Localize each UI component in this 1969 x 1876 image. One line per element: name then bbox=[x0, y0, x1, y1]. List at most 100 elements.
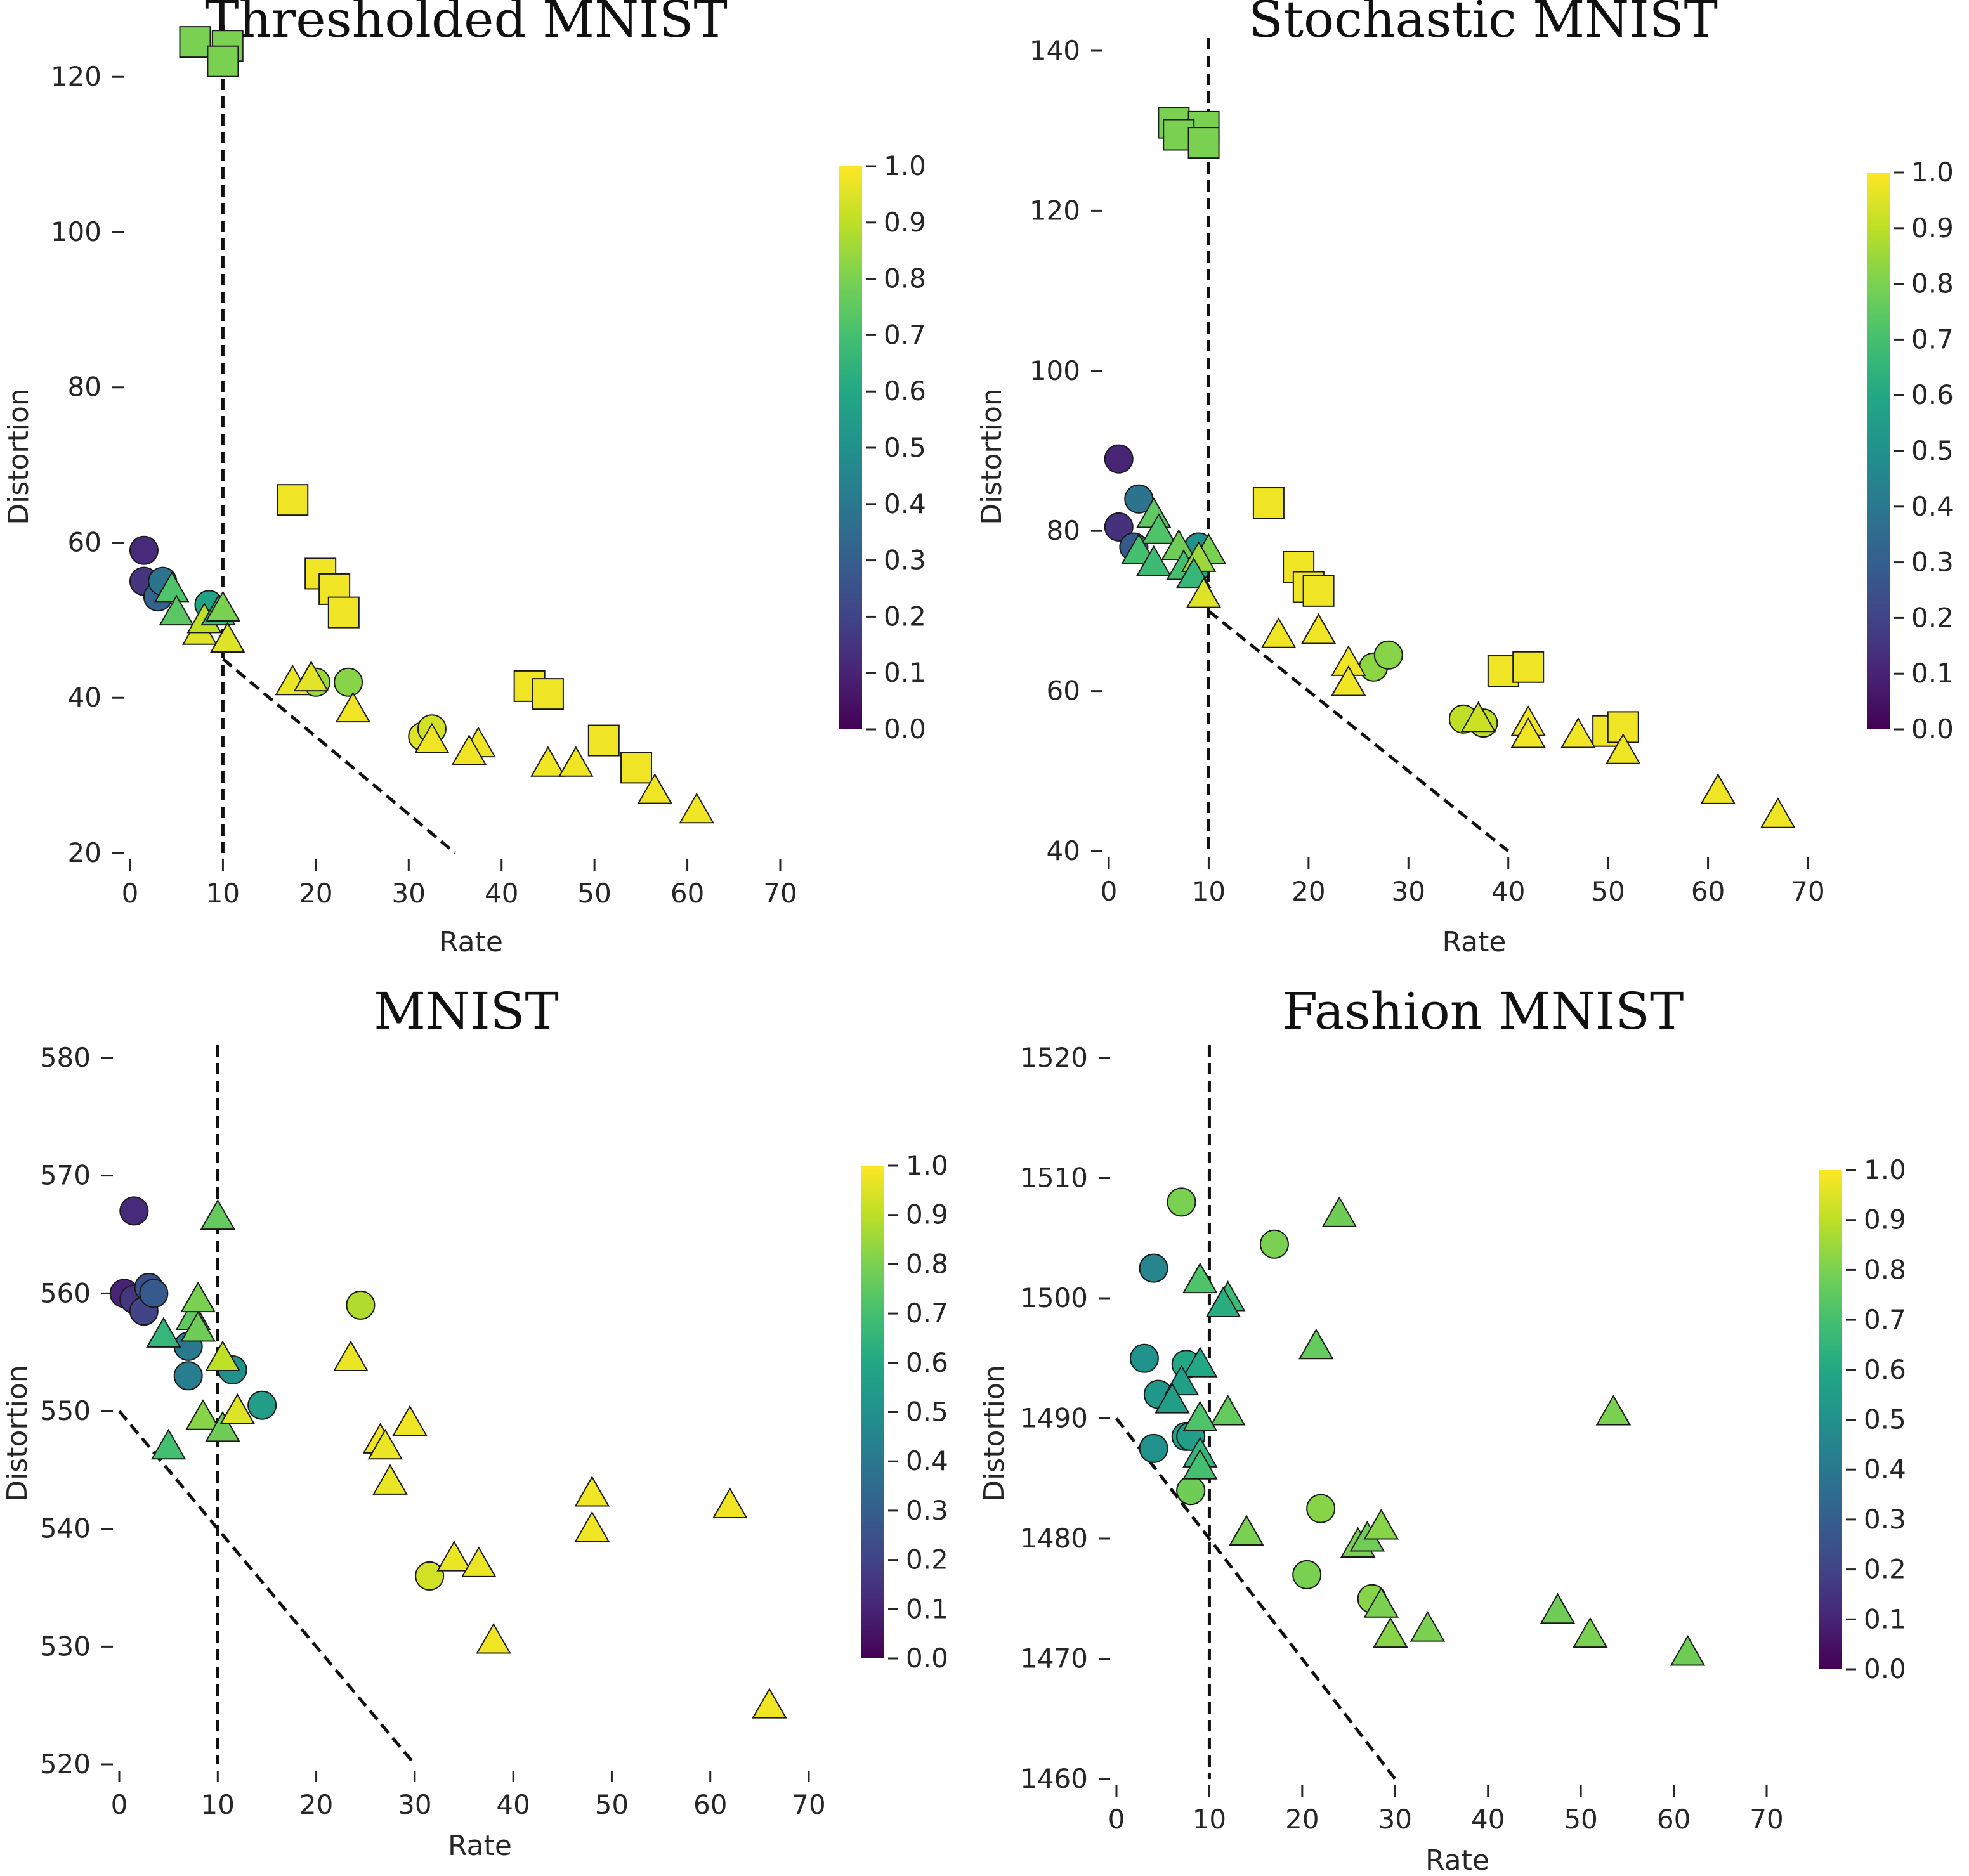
data-point-triangle bbox=[392, 1405, 428, 1436]
data-point-square bbox=[532, 678, 564, 710]
data-point-square bbox=[1252, 487, 1285, 519]
colorbar-tick-label: 1.0 bbox=[906, 1150, 948, 1181]
chart-title: Fashion MNIST bbox=[1283, 982, 1684, 1041]
x-tick-label: 50 bbox=[1564, 1804, 1597, 1835]
x-tick-label: 50 bbox=[577, 878, 611, 909]
colorbar-tick-label: 0.7 bbox=[906, 1298, 948, 1329]
colorbar-tick-label: 0.5 bbox=[906, 1397, 948, 1428]
colorbar-tick-label: 0.8 bbox=[884, 263, 926, 294]
data-point-triangle bbox=[1182, 1449, 1218, 1480]
data-point-circle bbox=[1259, 1229, 1289, 1259]
x-tick-label: 70 bbox=[1750, 1804, 1783, 1835]
y-tick-label: 20 bbox=[68, 837, 101, 868]
data-point-circle bbox=[139, 1279, 169, 1308]
data-point-circle bbox=[1139, 1433, 1168, 1463]
colorbar-tick-label: 0.6 bbox=[884, 375, 926, 407]
x-axis-label: Rate bbox=[448, 1830, 512, 1862]
colorbar-tick-label: 0.6 bbox=[906, 1347, 948, 1378]
colorbar-tick-label: 0.0 bbox=[884, 713, 926, 745]
colorbar-tick-label: 0.9 bbox=[1864, 1204, 1906, 1235]
colorbar-tick-label: 0.9 bbox=[906, 1199, 948, 1230]
y-tick-label: 550 bbox=[40, 1395, 91, 1426]
data-point-square bbox=[1512, 651, 1545, 683]
bound-line bbox=[221, 658, 457, 854]
x-tick-label: 20 bbox=[1285, 1804, 1319, 1835]
colorbar-tick-label: 0.4 bbox=[906, 1445, 948, 1476]
colorbar-tick-label: 0.5 bbox=[1911, 435, 1954, 466]
x-tick-label: 40 bbox=[1471, 1804, 1505, 1835]
colorbar-tick-label: 0.8 bbox=[906, 1248, 948, 1279]
bound-line bbox=[1115, 1417, 1397, 1780]
data-point-triangle bbox=[180, 1281, 216, 1313]
y-tick-label: 40 bbox=[1047, 835, 1080, 866]
colorbar-tick-label: 0.1 bbox=[1911, 658, 1954, 689]
data-point-triangle bbox=[712, 1487, 748, 1519]
y-tick-label: 40 bbox=[68, 682, 101, 713]
data-point-triangle bbox=[1560, 717, 1596, 748]
data-point-circle bbox=[1292, 1560, 1322, 1589]
data-point-circle bbox=[1373, 640, 1403, 670]
data-point-triangle bbox=[414, 722, 450, 754]
colorbar-tick-label: 0.0 bbox=[1911, 713, 1954, 745]
data-point-circle bbox=[1104, 512, 1134, 542]
colorbar-tick-label: 0.4 bbox=[1911, 491, 1954, 522]
colorbar bbox=[1819, 1170, 1842, 1669]
colorbar-tick-label: 0.9 bbox=[1911, 212, 1954, 244]
x-tick-label: 10 bbox=[1193, 1804, 1226, 1835]
data-point-triangle bbox=[461, 1546, 497, 1577]
colorbar-tick-label: 1.0 bbox=[1911, 157, 1954, 188]
y-tick-label: 1460 bbox=[1020, 1763, 1088, 1794]
data-point-triangle bbox=[1510, 717, 1546, 748]
data-point-triangle bbox=[1540, 1593, 1576, 1624]
colorbar-tick-label: 0.2 bbox=[1911, 602, 1954, 633]
data-point-triangle bbox=[1606, 733, 1641, 764]
x-axis-label: Rate bbox=[439, 926, 503, 958]
colorbar-tick-label: 0.7 bbox=[884, 319, 926, 350]
x-tick-label: 20 bbox=[299, 878, 332, 909]
bound-line bbox=[118, 1410, 416, 1766]
data-point-triangle bbox=[1182, 1262, 1218, 1294]
data-point-triangle bbox=[1186, 577, 1222, 608]
colorbar-tick-label: 0.7 bbox=[1864, 1304, 1906, 1335]
data-point-triangle bbox=[1363, 1587, 1399, 1618]
colorbar-tick-label: 0.2 bbox=[1864, 1554, 1906, 1585]
y-tick-label: 570 bbox=[40, 1160, 91, 1191]
x-tick-label: 70 bbox=[792, 1789, 825, 1820]
y-tick-label: 560 bbox=[40, 1277, 91, 1308]
data-point-triangle bbox=[1300, 613, 1337, 644]
data-point-circle bbox=[1176, 1476, 1206, 1506]
x-tick-label: 20 bbox=[1292, 876, 1325, 907]
y-axis-label: Distortion bbox=[3, 388, 35, 525]
data-point-circle bbox=[1124, 484, 1154, 514]
y-axis-label: Distortion bbox=[1, 1365, 34, 1502]
x-tick-label: 70 bbox=[1791, 876, 1824, 907]
x-tick-label: 60 bbox=[693, 1789, 727, 1820]
data-point-triangle bbox=[185, 1399, 221, 1430]
y-tick-label: 1490 bbox=[1020, 1403, 1088, 1434]
chart-panel-1: Thresholded MNIST 20 40 60 80 100 120 0 10 20 30 40… bbox=[3, 0, 926, 958]
data-point-triangle bbox=[1410, 1611, 1446, 1642]
data-point-circle bbox=[247, 1390, 277, 1420]
colorbar-tick-label: 1.0 bbox=[884, 150, 926, 181]
data-point-triangle bbox=[205, 1340, 240, 1371]
y-tick-label: 80 bbox=[1047, 515, 1080, 546]
data-point-triangle bbox=[476, 1623, 511, 1654]
y-tick-label: 120 bbox=[51, 61, 101, 92]
y-tick-label: 1480 bbox=[1020, 1523, 1088, 1554]
data-point-triangle bbox=[1210, 1395, 1246, 1426]
data-point-circle bbox=[1129, 1343, 1159, 1373]
chart-title: Stochastic MNIST bbox=[1248, 0, 1718, 49]
data-point-triangle bbox=[372, 1464, 408, 1495]
x-tick-label: 10 bbox=[1192, 876, 1226, 907]
x-tick-label: 40 bbox=[1491, 876, 1525, 907]
data-point-triangle bbox=[1141, 513, 1177, 544]
data-point-circle bbox=[1306, 1494, 1336, 1523]
y-tick-label: 580 bbox=[40, 1042, 91, 1073]
colorbar-tick-label: 0.0 bbox=[1864, 1653, 1906, 1684]
data-point-triangle bbox=[367, 1428, 403, 1460]
data-point-triangle bbox=[1331, 665, 1366, 696]
x-tick-label: 60 bbox=[671, 878, 704, 909]
y-tick-label: 80 bbox=[68, 372, 101, 403]
chart-title: MNIST bbox=[374, 982, 559, 1041]
